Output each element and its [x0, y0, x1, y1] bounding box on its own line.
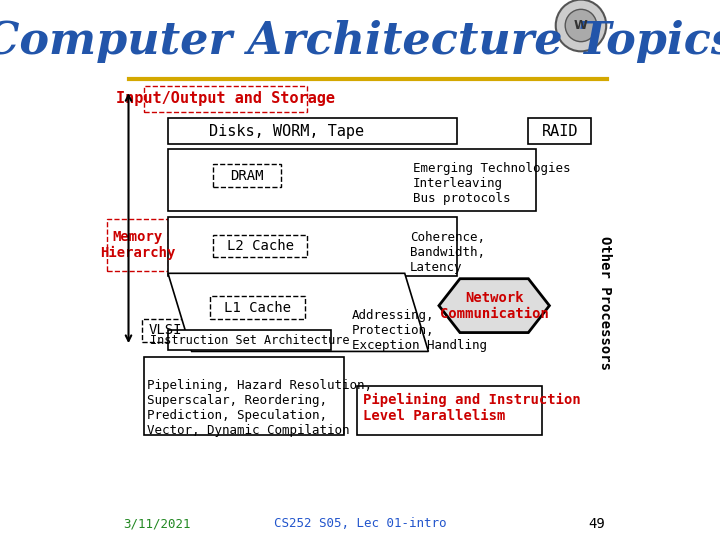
- Text: CS252 S05, Lec 01-intro: CS252 S05, Lec 01-intro: [274, 517, 446, 530]
- Text: Pipelining, Hazard Resolution,
Superscalar, Reordering,
Prediction, Speculation,: Pipelining, Hazard Resolution, Superscal…: [147, 379, 372, 437]
- Text: 3/11/2021: 3/11/2021: [123, 517, 191, 530]
- FancyBboxPatch shape: [212, 234, 307, 257]
- FancyBboxPatch shape: [168, 217, 457, 276]
- Text: Emerging Technologies
Interleaving
Bus protocols: Emerging Technologies Interleaving Bus p…: [413, 162, 570, 205]
- Polygon shape: [439, 279, 549, 333]
- Text: Network
Communication: Network Communication: [440, 291, 549, 321]
- Text: RAID: RAID: [541, 124, 578, 139]
- Circle shape: [565, 9, 597, 42]
- Text: Pipelining and Instruction
Level Parallelism: Pipelining and Instruction Level Paralle…: [363, 393, 580, 423]
- Text: Input/Output and Storage: Input/Output and Storage: [117, 91, 336, 106]
- Text: Instruction Set Architecture: Instruction Set Architecture: [150, 334, 349, 347]
- Text: Coherence,
Bandwidth,
Latency: Coherence, Bandwidth, Latency: [410, 231, 485, 274]
- Text: 49: 49: [588, 517, 605, 531]
- FancyBboxPatch shape: [144, 86, 307, 112]
- FancyBboxPatch shape: [212, 165, 281, 187]
- FancyBboxPatch shape: [142, 319, 189, 342]
- FancyBboxPatch shape: [168, 118, 457, 144]
- Text: L1 Cache: L1 Cache: [224, 301, 291, 315]
- Text: Disks, WORM, Tape: Disks, WORM, Tape: [209, 124, 364, 139]
- FancyBboxPatch shape: [144, 357, 344, 435]
- Text: L2 Cache: L2 Cache: [227, 239, 294, 253]
- FancyBboxPatch shape: [168, 330, 331, 350]
- Text: W: W: [574, 19, 588, 32]
- Text: VLSI: VLSI: [148, 323, 182, 338]
- Text: Addressing,
Protection,
Exception Handling: Addressing, Protection, Exception Handli…: [352, 309, 487, 353]
- Polygon shape: [168, 273, 428, 352]
- FancyBboxPatch shape: [357, 387, 541, 435]
- Text: Memory
Hierarchy: Memory Hierarchy: [100, 230, 176, 260]
- Text: DRAM: DRAM: [230, 169, 264, 183]
- FancyBboxPatch shape: [528, 118, 592, 144]
- Circle shape: [556, 0, 606, 51]
- Text: Other Processors: Other Processors: [598, 236, 612, 370]
- FancyBboxPatch shape: [107, 219, 168, 271]
- FancyBboxPatch shape: [168, 150, 536, 211]
- Text: Computer Architecture Topics: Computer Architecture Topics: [0, 20, 720, 63]
- FancyBboxPatch shape: [210, 296, 305, 319]
